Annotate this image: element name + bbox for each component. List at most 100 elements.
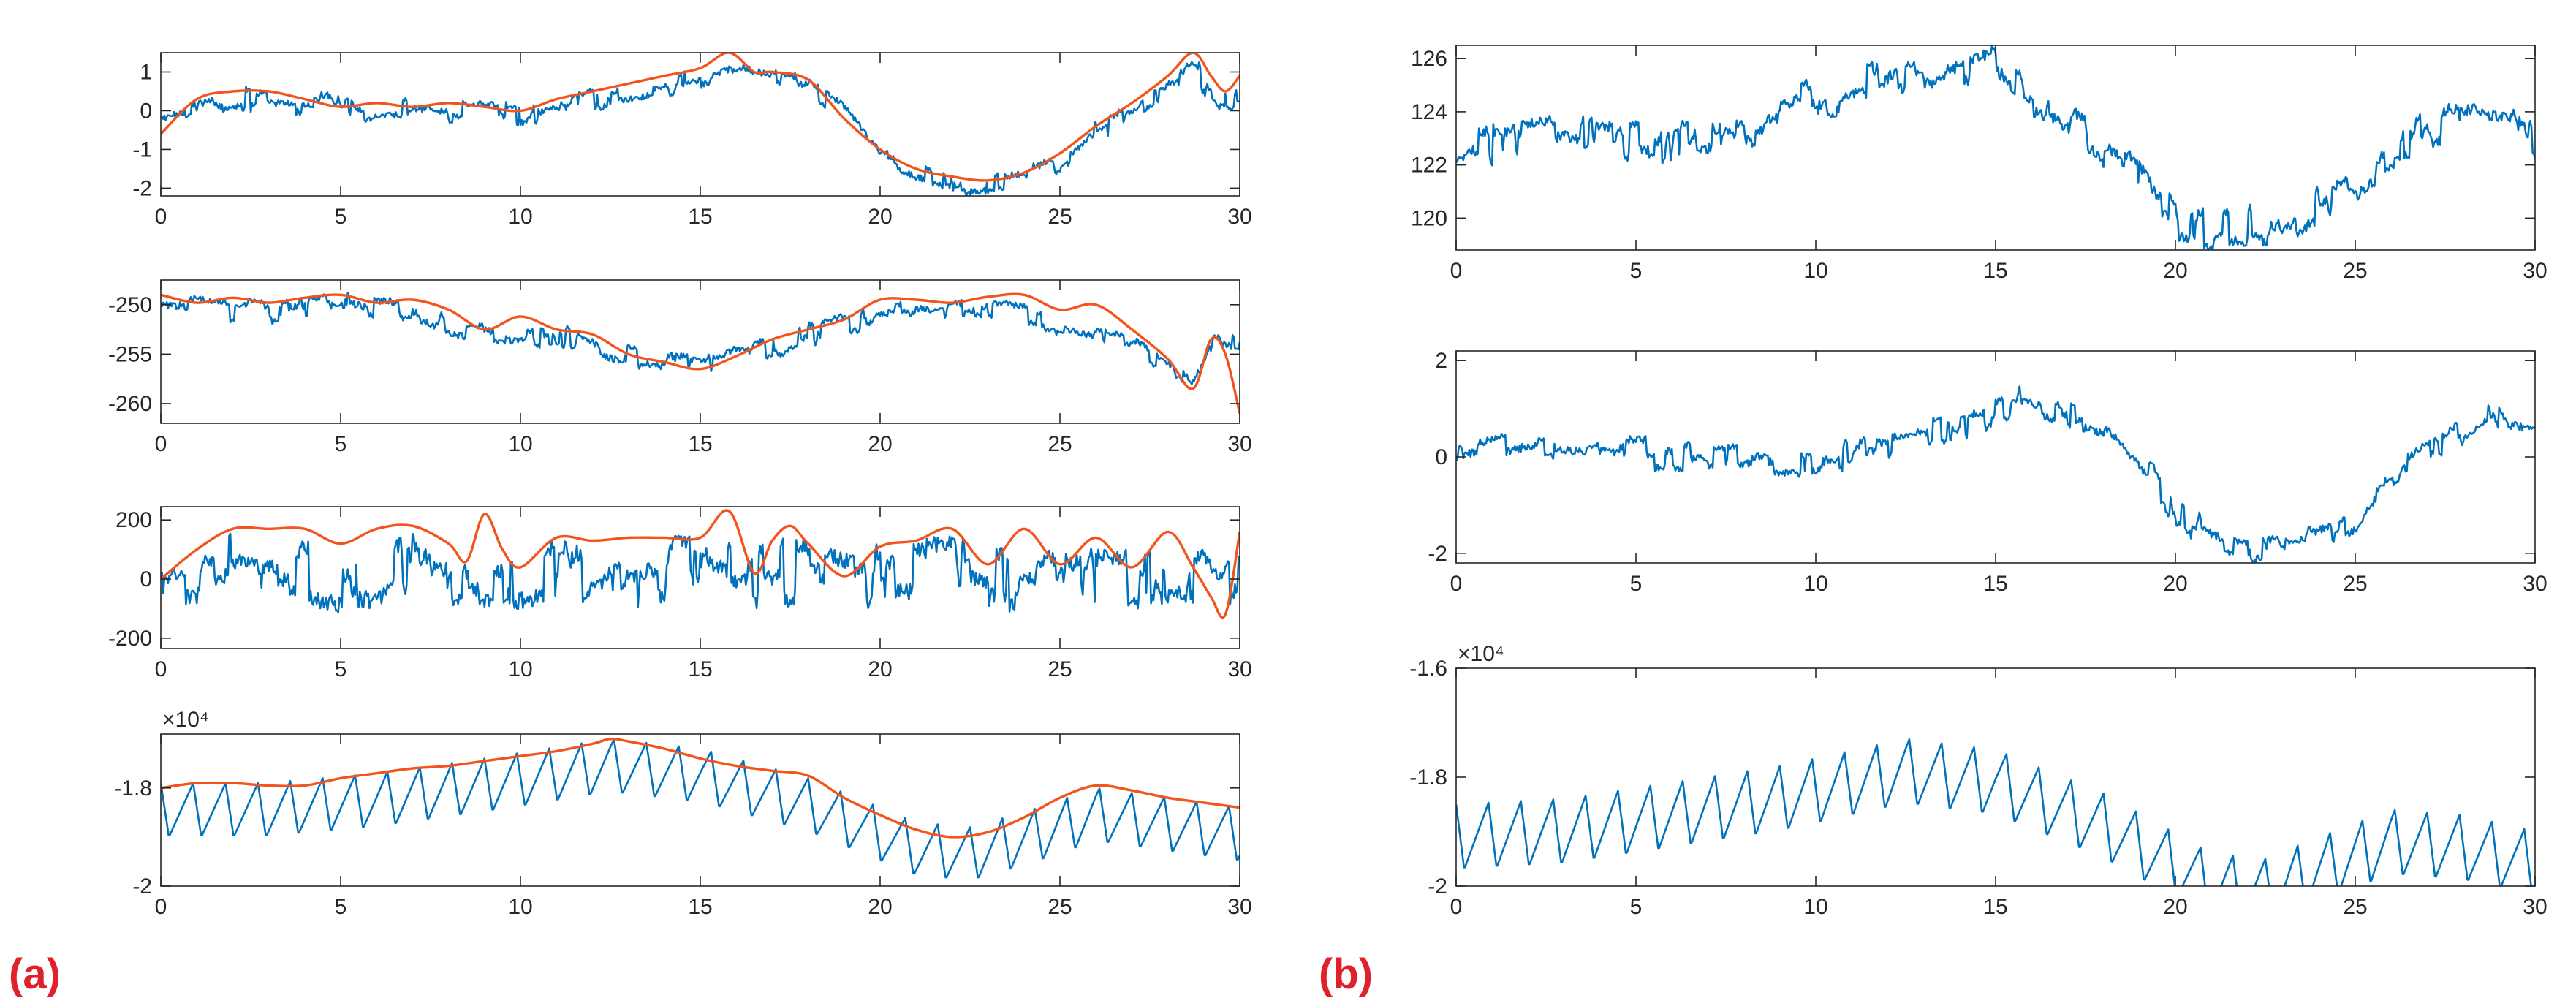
x-tick-label: 15 xyxy=(1983,895,2007,919)
exponent-label: ×10⁴ xyxy=(162,708,209,732)
y-tick-label: 126 xyxy=(1411,47,1447,71)
x-tick-label: 15 xyxy=(688,432,712,456)
exponent-label: ×10⁴ xyxy=(1458,642,1504,666)
y-tick-label: -2 xyxy=(1428,874,1447,899)
series-signal xyxy=(161,532,1240,613)
x-tick-label: 10 xyxy=(1803,259,1827,283)
series-signal xyxy=(161,738,1240,879)
x-tick-label: 10 xyxy=(1803,572,1827,596)
y-tick-label: 1 xyxy=(140,60,152,84)
x-tick-label: 25 xyxy=(2343,895,2367,919)
x-tick-label: 15 xyxy=(688,895,712,919)
x-tick-label: 30 xyxy=(1227,657,1251,681)
axes-box xyxy=(160,279,1240,424)
x-tick-label: 0 xyxy=(155,657,167,681)
y-tick-label: -200 xyxy=(108,627,152,651)
x-tick-label: 0 xyxy=(155,895,167,919)
x-tick-label: 25 xyxy=(1048,432,1072,456)
axes-box xyxy=(1455,45,2536,251)
subplot-5: 0 5 10 15 20 25 30 120 122 124 126 xyxy=(1411,45,2547,283)
x-tick-label: 0 xyxy=(155,432,167,456)
subplot-7: 0 5 10 15 20 25 30 -2 -1.8 -1.6 ×10⁴ xyxy=(1409,642,2547,919)
x-tick-label: 20 xyxy=(868,895,892,919)
panel-label-a: (a) xyxy=(9,950,61,998)
y-tick-label: -2 xyxy=(132,874,152,899)
series-envelope xyxy=(161,292,1240,414)
x-tick-label: 0 xyxy=(155,205,167,229)
x-tick-label: 5 xyxy=(335,432,347,456)
x-tick-label: 5 xyxy=(335,895,347,919)
series-envelope xyxy=(161,509,1240,619)
y-tick-label: -1.8 xyxy=(114,776,152,801)
x-tick-label: 25 xyxy=(1048,657,1072,681)
y-tick-label: -250 xyxy=(108,293,152,317)
x-tick-label: 10 xyxy=(508,205,532,229)
subplot-1: 0 5 10 15 20 25 30 -2 -1 0 1 xyxy=(132,52,1252,229)
axes-box xyxy=(160,52,1240,197)
x-tick-label: 0 xyxy=(1450,259,1463,283)
axes-box xyxy=(1455,350,2536,564)
x-tick-label: 30 xyxy=(2523,895,2547,919)
series-signal xyxy=(161,61,1240,196)
y-tick-label: -2 xyxy=(132,176,152,200)
y-tick-label: 0 xyxy=(140,567,152,591)
x-tick-label: 20 xyxy=(868,205,892,229)
axes-box xyxy=(160,733,1240,887)
x-tick-label: 25 xyxy=(1048,205,1072,229)
x-tick-label: 30 xyxy=(2523,259,2547,283)
x-tick-label: 5 xyxy=(335,205,347,229)
x-tick-label: 10 xyxy=(1803,895,1827,919)
x-tick-label: 15 xyxy=(688,657,712,681)
y-tick-label: -1.6 xyxy=(1409,657,1447,681)
x-tick-label: 25 xyxy=(2343,572,2367,596)
subplot-4: 0 5 10 15 20 25 30 -2 -1.8 ×10⁴ xyxy=(114,708,1251,919)
series-signal xyxy=(1456,385,2535,563)
x-tick-label: 0 xyxy=(1450,572,1463,596)
x-tick-label: 5 xyxy=(1630,895,1643,919)
y-tick-label: -1 xyxy=(132,137,152,162)
y-tick-label: 0 xyxy=(140,99,152,123)
y-tick-label: 200 xyxy=(115,508,152,532)
x-tick-label: 5 xyxy=(1630,572,1643,596)
y-tick-label: -2 xyxy=(1428,542,1447,566)
x-tick-label: 30 xyxy=(1227,432,1251,456)
x-tick-label: 15 xyxy=(1983,259,2007,283)
y-tick-label: 124 xyxy=(1411,100,1447,124)
panel-label-b: (b) xyxy=(1319,950,1373,998)
x-tick-label: 25 xyxy=(1048,895,1072,919)
series-signal xyxy=(161,292,1240,385)
axes-box xyxy=(160,506,1240,649)
series-signal xyxy=(1456,45,2535,250)
series-signal xyxy=(1456,738,2532,886)
subplot-2: 0 5 10 15 20 25 30 -260 -255 -250 xyxy=(108,279,1252,456)
x-tick-label: 5 xyxy=(1630,259,1643,283)
x-tick-label: 20 xyxy=(868,657,892,681)
y-tick-label: -260 xyxy=(108,392,152,416)
x-tick-label: 25 xyxy=(2343,259,2367,283)
x-tick-label: 15 xyxy=(688,205,712,229)
x-tick-label: 5 xyxy=(335,657,347,681)
y-tick-label: 2 xyxy=(1435,349,1447,373)
x-tick-label: 20 xyxy=(868,432,892,456)
y-tick-label: 120 xyxy=(1411,206,1447,230)
series-envelope xyxy=(161,53,1240,182)
series-envelope xyxy=(161,737,1240,839)
x-tick-label: 20 xyxy=(2163,259,2187,283)
x-tick-label: 30 xyxy=(1227,895,1251,919)
x-tick-label: 10 xyxy=(508,895,532,919)
x-tick-label: 20 xyxy=(2163,572,2187,596)
x-tick-label: 0 xyxy=(1450,895,1463,919)
x-tick-label: 15 xyxy=(1983,572,2007,596)
y-tick-label: 0 xyxy=(1435,445,1447,469)
y-tick-label: -255 xyxy=(108,342,152,366)
y-tick-label: -1.8 xyxy=(1409,765,1447,790)
x-tick-label: 20 xyxy=(2163,895,2187,919)
subplot-6: 0 5 10 15 20 25 30-202 xyxy=(1428,349,2547,596)
y-tick-label: 122 xyxy=(1411,154,1447,178)
x-tick-label: 30 xyxy=(1227,205,1251,229)
x-tick-label: 10 xyxy=(508,432,532,456)
x-tick-label: 30 xyxy=(2523,572,2547,596)
